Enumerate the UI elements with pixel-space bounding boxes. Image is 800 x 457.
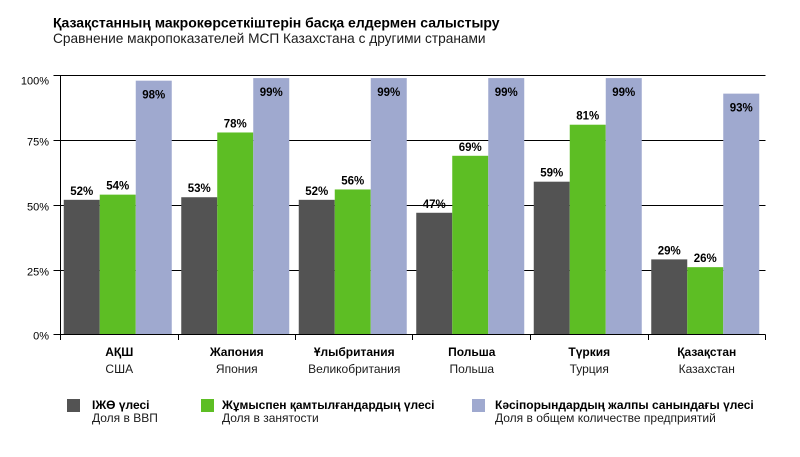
svg-text:99%: 99% [612, 87, 635, 99]
svg-text:81%: 81% [576, 111, 599, 123]
svg-text:0%: 0% [33, 331, 49, 343]
svg-text:Япония: Япония [216, 362, 258, 376]
svg-text:Ұлыбритания: Ұлыбритания [314, 345, 395, 359]
svg-text:АҚШ: АҚШ [105, 345, 133, 359]
svg-text:Кәсіпорындардың жалпы санындағ: Кәсіпорындардың жалпы санындағы үлесі [495, 398, 754, 412]
svg-text:25%: 25% [27, 267, 49, 279]
svg-text:53%: 53% [188, 183, 211, 195]
svg-text:Жұмыспен қамтылғандардың үлесі: Жұмыспен қамтылғандардың үлесі [221, 398, 434, 412]
svg-text:56%: 56% [341, 175, 364, 187]
svg-text:Казахстан: Казахстан [679, 362, 735, 376]
svg-text:50%: 50% [27, 202, 49, 214]
svg-text:Жапония: Жапония [209, 345, 264, 359]
svg-text:Қазақстан: Қазақстан [677, 345, 736, 359]
svg-text:98%: 98% [142, 90, 165, 102]
svg-text:47%: 47% [423, 199, 446, 211]
svg-text:78%: 78% [224, 118, 247, 130]
svg-text:69%: 69% [459, 142, 482, 154]
svg-text:Доля в занятости: Доля в занятости [222, 411, 319, 425]
svg-text:99%: 99% [377, 87, 400, 99]
svg-text:Польша: Польша [449, 362, 494, 376]
svg-text:Польша: Польша [448, 345, 496, 359]
svg-text:52%: 52% [305, 186, 328, 198]
svg-text:93%: 93% [730, 103, 753, 115]
svg-text:США: США [105, 362, 133, 376]
svg-text:Қазақстанның макрокөрсеткіштер: Қазақстанның макрокөрсеткіштерін басқа е… [53, 15, 500, 31]
svg-text:Доля в ВВП: Доля в ВВП [92, 411, 158, 425]
svg-text:Турция: Турция [570, 362, 609, 376]
svg-text:26%: 26% [694, 253, 717, 265]
svg-text:29%: 29% [658, 245, 681, 257]
svg-text:52%: 52% [70, 186, 93, 198]
svg-text:Доля в общем количестве предпр: Доля в общем количестве предприятий [495, 411, 716, 425]
svg-text:75%: 75% [27, 137, 49, 149]
svg-text:54%: 54% [106, 181, 129, 193]
svg-text:Түркия: Түркия [568, 345, 610, 359]
svg-text:ІЖӨ үлесі: ІЖӨ үлесі [92, 398, 150, 412]
svg-text:99%: 99% [495, 87, 518, 99]
svg-text:99%: 99% [260, 87, 283, 99]
svg-text:100%: 100% [21, 76, 49, 88]
svg-text:Сравнение макропоказателей МСП: Сравнение макропоказателей МСП Казахстан… [53, 31, 486, 46]
svg-text:Великобритания: Великобритания [308, 362, 400, 376]
svg-text:59%: 59% [540, 168, 563, 180]
